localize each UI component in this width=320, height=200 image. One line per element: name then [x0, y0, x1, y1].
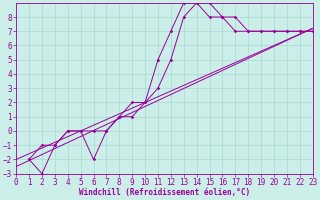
- X-axis label: Windchill (Refroidissement éolien,°C): Windchill (Refroidissement éolien,°C): [79, 188, 250, 197]
